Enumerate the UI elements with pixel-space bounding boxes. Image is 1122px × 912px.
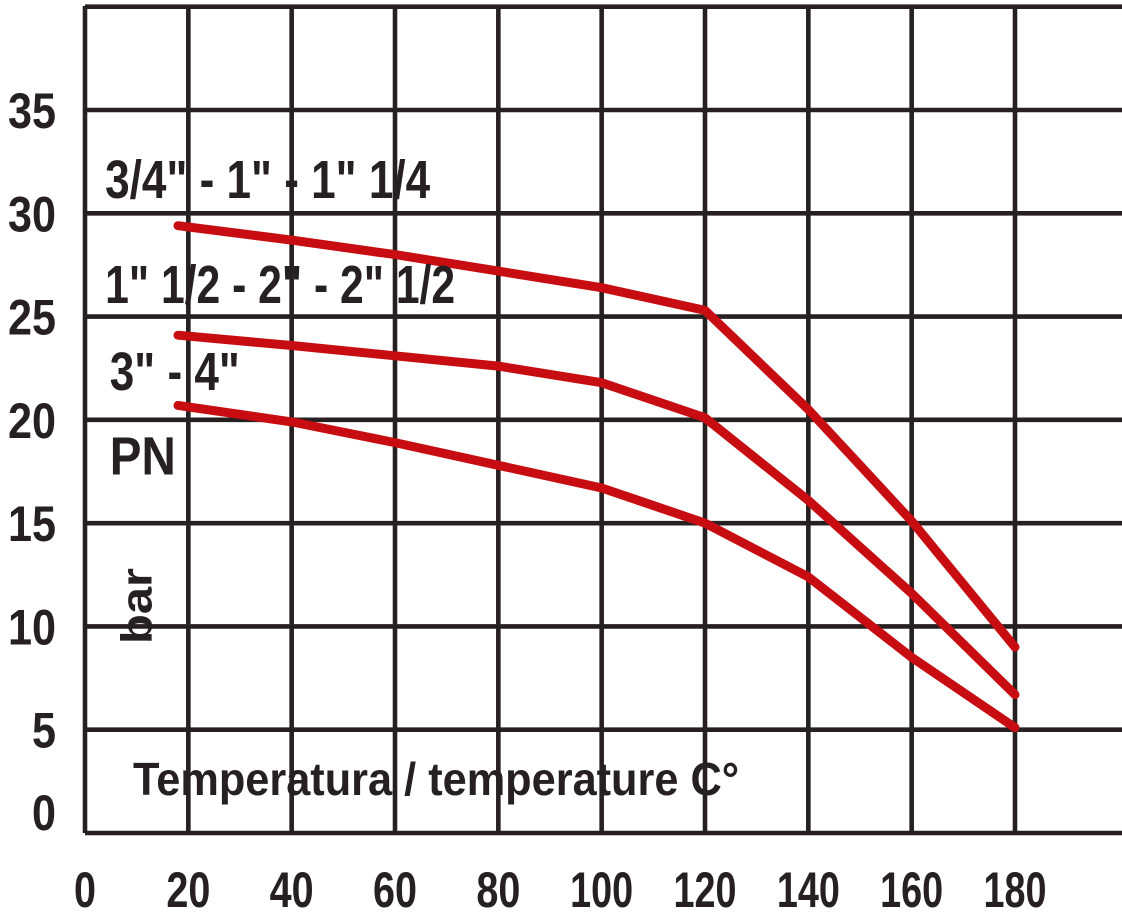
y-tick-label-5: 5 — [32, 703, 56, 759]
x-tick-label-100: 100 — [570, 862, 633, 912]
x-tick-label-160: 160 — [880, 862, 943, 912]
y-tick-label-25: 25 — [8, 290, 56, 346]
curve-series-2 — [173, 330, 1020, 700]
x-tick-label-180: 180 — [984, 862, 1047, 912]
series-3-label: 3" - 4" — [110, 342, 240, 402]
series-2-label: 1" 1/2 - 2" - 2" 1/2 — [105, 255, 455, 315]
x-tick-label-0: 0 — [74, 862, 96, 912]
series-1-label: 3/4" - 1" - 1" 1/4 — [105, 150, 430, 210]
curve-series-1 — [173, 221, 1020, 652]
x-axis-title: Temperatura / temperature C° — [133, 753, 739, 805]
y-tick-label-30: 30 — [8, 186, 56, 242]
x-tick-label-120: 120 — [674, 862, 737, 912]
x-tick-label-80: 80 — [476, 862, 520, 912]
y-tick-label-15: 15 — [8, 496, 56, 552]
curve-series-3 — [173, 400, 1020, 733]
y-tick-label-10: 10 — [8, 599, 56, 655]
y-tick-label-20: 20 — [8, 393, 56, 449]
x-tick-label-40: 40 — [270, 862, 314, 912]
pn-label: PN — [110, 427, 176, 487]
x-tick-label-60: 60 — [373, 862, 417, 912]
y-tick-label-35: 35 — [8, 83, 56, 139]
x-tick-label-20: 20 — [166, 862, 210, 912]
x-tick-label-140: 140 — [777, 862, 840, 912]
bar-unit-label: bar — [113, 568, 162, 644]
y-tick-label-0: 0 — [32, 785, 56, 841]
